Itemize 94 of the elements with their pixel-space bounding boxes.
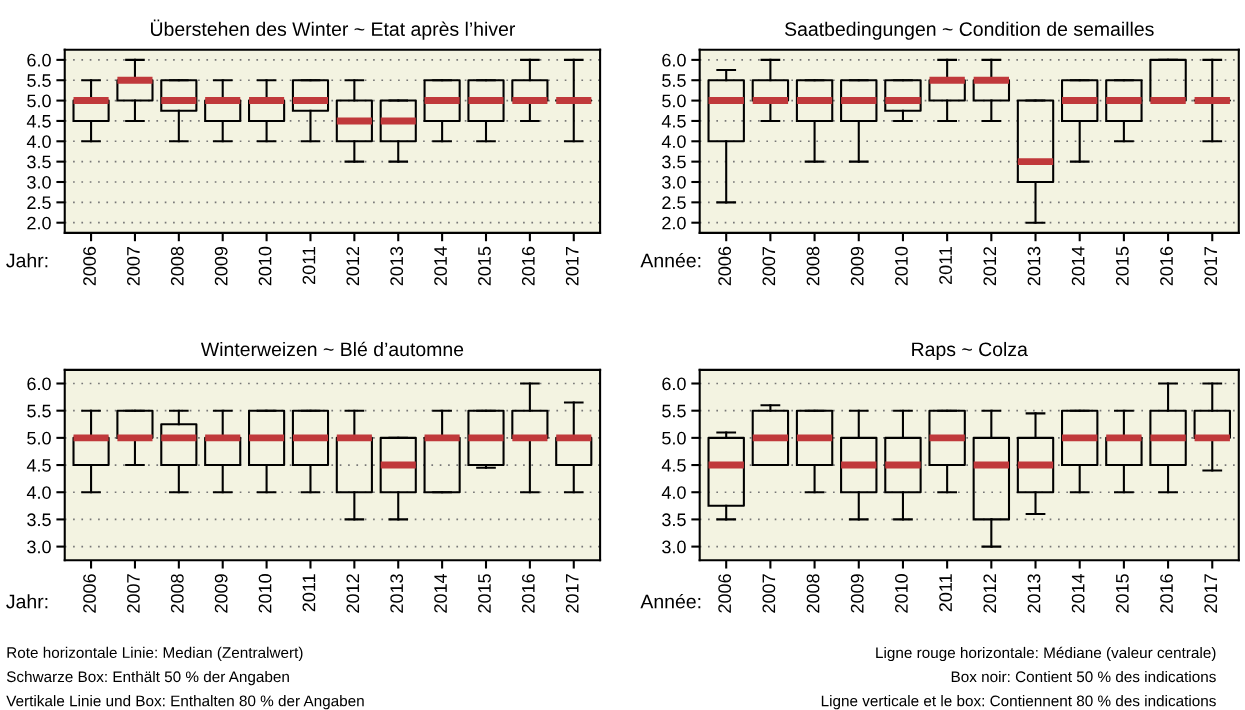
text: Ligne verticale et le box: Contiennent 80 % des indications [821, 695, 1216, 710]
x-tick-label: 2009 [850, 574, 864, 613]
x-tick-label: 2016 [1160, 574, 1173, 613]
text: Vertikale Linie und Box: Enthalten 80 % der Angaben [6, 695, 364, 710]
y-tick-label: 3.5 [27, 513, 51, 527]
x-tick-label: 2007 [762, 574, 776, 613]
x-tick-label: 2012 [983, 574, 997, 613]
x-tick-label: 2011 [939, 574, 952, 612]
y-tick-label: 6.0 [27, 377, 51, 391]
x-tick-label: 2010 [258, 246, 272, 286]
x-tick-label: 2016 [521, 246, 535, 286]
y-tick-label: 5.0 [27, 431, 51, 445]
x-tick-label: 2008 [806, 246, 820, 286]
y-tick-label: 4.0 [26, 486, 51, 499]
x-tick-label: 2013 [1027, 246, 1041, 286]
x-tick-label: 2008 [170, 574, 184, 613]
x-tick-label: 2006 [718, 246, 732, 286]
x-tick-label: 2014 [434, 246, 447, 286]
y-tick-label: 6.0 [662, 377, 686, 391]
chart-title: Raps ~ Colza [912, 341, 1028, 361]
x-tick-label: 2009 [214, 574, 228, 613]
y-tick-label: 4.0 [661, 486, 686, 499]
x-tick-label: 2015 [478, 574, 491, 613]
y-tick-label: 2.0 [662, 216, 686, 230]
x-tick-label: 2011 [302, 574, 316, 612]
x-tick-label: 2010 [895, 246, 908, 286]
x-tick-label: 2015 [1115, 246, 1129, 286]
chart-title: Überstehen des Winter ~ Etat après l’hiver [151, 19, 516, 40]
x-tick-label: 2017 [565, 574, 579, 613]
x-tick-label: 2015 [478, 246, 491, 286]
y-tick-label: 5.5 [662, 74, 686, 87]
y-tick-label: 4.5 [26, 115, 51, 128]
text: Rote horizontale Linie: Median (Zentralwert) [7, 646, 303, 662]
x-axis-title: Année: [640, 593, 701, 609]
y-tick-label: 5.5 [27, 74, 51, 87]
x-tick-label: 2015 [1115, 574, 1129, 613]
x-tick-label: 2017 [1204, 246, 1218, 286]
y-tick-label: 4.0 [26, 135, 51, 149]
x-axis-title: Année: [640, 252, 701, 268]
x-tick-label: 2006 [83, 246, 96, 286]
text: Schwarze Box: Enthält 50 % der Angaben [6, 670, 289, 686]
x-tick-label: 2008 [806, 574, 820, 613]
y-tick-label: 4.5 [661, 459, 686, 472]
y-tick-label: 5.5 [662, 404, 686, 418]
y-tick-label: 3.0 [27, 175, 51, 189]
x-tick-label: 2011 [302, 246, 316, 284]
x-tick-label: 2006 [83, 574, 96, 613]
x-tick-label: 2013 [1027, 574, 1041, 613]
x-tick-label: 2012 [346, 574, 360, 613]
y-tick-label: 5.0 [662, 431, 686, 445]
y-tick-label: 2.0 [27, 216, 51, 230]
x-tick-label: 2007 [127, 574, 140, 613]
x-axis-title: Jahr: [6, 594, 48, 609]
chart-title: Saatbedingungen ~ Condition de semailles [785, 21, 1154, 40]
x-tick-label: 2016 [1160, 246, 1173, 286]
text: Box noir: Contient 50 % des indications [951, 670, 1216, 683]
y-tick-label: 3.5 [27, 155, 51, 169]
y-tick-label: 4.0 [661, 135, 686, 149]
x-tick-label: 2011 [939, 246, 952, 284]
x-tick-label: 2007 [127, 246, 140, 286]
x-tick-label: 2006 [718, 574, 732, 613]
text: Ligne rouge horizontale: Médiane (valeur centrale) [876, 646, 1216, 662]
x-tick-label: 2007 [762, 246, 776, 286]
x-tick-label: 2010 [895, 574, 908, 613]
y-tick-label: 5.0 [662, 94, 686, 108]
y-tick-label: 6.0 [662, 53, 686, 67]
y-tick-label: 4.5 [661, 115, 686, 128]
y-tick-label: 3.5 [662, 155, 686, 169]
x-tick-label: 2008 [170, 246, 184, 286]
y-tick-label: 5.5 [27, 404, 51, 418]
x-tick-label: 2012 [983, 246, 997, 286]
x-tick-label: 2016 [521, 574, 535, 613]
x-tick-label: 2012 [346, 246, 360, 286]
x-tick-label: 2009 [850, 246, 864, 286]
x-tick-label: 2017 [1204, 574, 1218, 613]
x-tick-label: 2014 [1071, 246, 1085, 286]
x-tick-label: 2014 [434, 573, 447, 613]
y-tick-label: 2.5 [662, 196, 686, 210]
y-tick-label: 2.5 [27, 196, 51, 210]
x-tick-label: 2009 [214, 246, 228, 286]
chart-title: Winterweizen ~ Blé d’automne [200, 341, 464, 357]
x-tick-label: 2013 [390, 246, 404, 286]
x-tick-label: 2010 [258, 574, 272, 613]
x-axis-title: Jahr: [6, 253, 48, 268]
y-tick-label: 3.0 [662, 175, 686, 189]
x-tick-label: 2014 [1071, 573, 1085, 613]
y-tick-label: 4.5 [26, 459, 51, 472]
y-tick-label: 3.0 [662, 540, 686, 554]
y-tick-label: 3.5 [662, 513, 686, 527]
y-tick-label: 5.0 [27, 94, 51, 108]
y-tick-label: 3.0 [27, 540, 51, 554]
x-tick-label: 2013 [390, 574, 404, 613]
x-tick-label: 2017 [565, 246, 579, 286]
y-tick-label: 6.0 [27, 53, 51, 67]
